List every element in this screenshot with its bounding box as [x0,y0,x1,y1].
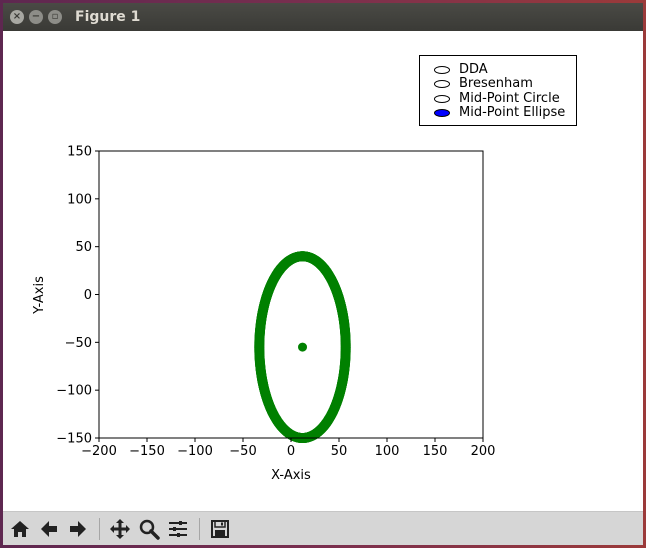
x-tick-label: 50 [331,444,348,459]
figure-canvas: −200 −150 −100 −50 0 50 100 150 200 150 100 50 0 −50−… [3,31,643,511]
plot-svg: −200 −150 −100 −50 0 50 100 150 200150100500−50−… [32,145,496,484]
home-icon[interactable] [7,516,33,542]
title-bar: × − ▫ Figure 1 [3,3,643,31]
close-icon[interactable]: × [10,10,24,24]
figure-window: × − ▫ Figure 1 −200 −150 −100 −50 0 50 100 150 2… [3,3,643,545]
radio-bresenham-indicator[interactable] [434,80,450,88]
window-title: Figure 1 [75,9,141,25]
y-tick-label: 0 [84,288,92,303]
x-tick-label: 0 [287,444,295,459]
toolbar-separator [99,518,100,540]
x-tick-label: 150 [423,444,448,459]
x-tick-label: −50 [229,444,256,459]
minimize-icon[interactable]: − [29,10,43,24]
y-tick-label: 100 [67,192,92,207]
configure-subplots-icon[interactable] [165,516,191,542]
center-point [298,342,308,352]
y-tick-label: 50 [75,240,92,255]
navigation-toolbar [3,511,643,545]
radio-bresenham-label: Bresenham [459,76,533,91]
radio-midpoint-circle-label: Mid-Point Circle [459,91,560,106]
back-icon[interactable] [36,516,62,542]
pan-icon[interactable] [107,516,133,542]
forward-icon[interactable] [65,516,91,542]
toolbar-separator [199,518,200,540]
y-tick-label: −50 [65,336,92,351]
maximize-icon[interactable]: ▫ [48,10,62,24]
save-icon[interactable] [207,516,233,542]
x-tick-label: −200 [81,444,117,459]
ellipse-point [340,341,351,352]
radio-midpoint-ellipse-label: Mid-Point Ellipse [459,105,566,120]
y-tick-label: 150 [67,145,92,160]
zoom-icon[interactable] [136,516,162,542]
x-tick-label: 100 [375,444,400,459]
x-tick-label: −100 [177,444,213,459]
x-axis-label: X-Axis [271,468,311,483]
x-tick-label: 200 [471,444,496,459]
x-tick-label: −150 [129,444,165,459]
y-tick-label: −150 [56,432,92,447]
y-tick-label: −100 [56,384,92,399]
radio-midpoint-circle-indicator[interactable] [434,95,450,103]
radio-legend: DDA Bresenham Mid-Point Circle Mid-Point… [419,55,577,126]
y-axis-label: Y-Axis [32,276,47,315]
radio-dda-label: DDA [459,62,488,77]
radio-midpoint-ellipse-indicator[interactable] [434,109,450,117]
radio-dda-indicator[interactable] [434,66,450,74]
axes-frame [98,150,484,439]
